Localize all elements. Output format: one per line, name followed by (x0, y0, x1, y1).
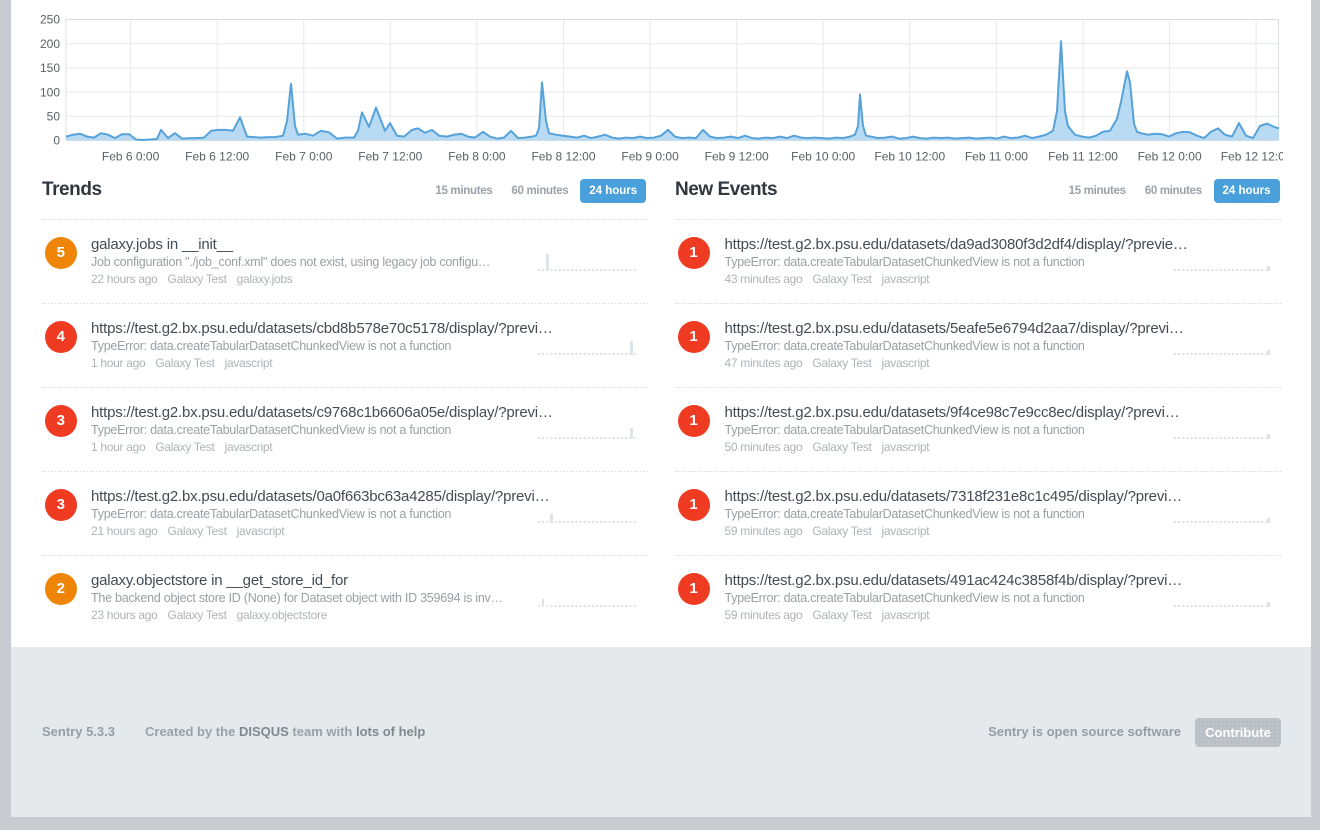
svg-text:Feb 8 12:00: Feb 8 12:00 (531, 150, 595, 164)
svg-text:Feb 11 0:00: Feb 11 0:00 (965, 150, 1028, 164)
svg-text:Feb 12 12:00: Feb 12 12:00 (1221, 150, 1283, 164)
svg-text:Feb 7 0:00: Feb 7 0:00 (275, 150, 333, 164)
svg-text:Feb 8 0:00: Feb 8 0:00 (448, 150, 506, 164)
svg-text:Feb 9 0:00: Feb 9 0:00 (621, 150, 679, 164)
svg-text:Feb 7 12:00: Feb 7 12:00 (358, 150, 422, 164)
svg-text:Feb 10 0:00: Feb 10 0:00 (791, 150, 855, 164)
svg-text:Feb 9 12:00: Feb 9 12:00 (705, 150, 769, 164)
svg-text:Feb 11 12:00: Feb 11 12:00 (1048, 150, 1118, 164)
svg-text:Feb 10 12:00: Feb 10 12:00 (874, 150, 945, 164)
svg-text:Feb 6 0:00: Feb 6 0:00 (102, 150, 160, 164)
svg-text:250: 250 (40, 13, 60, 27)
svg-text:200: 200 (40, 37, 60, 51)
svg-text:50: 50 (47, 110, 61, 124)
svg-text:Feb 6 12:00: Feb 6 12:00 (185, 150, 249, 164)
svg-text:Feb 12 0:00: Feb 12 0:00 (1138, 150, 1202, 164)
svg-text:150: 150 (40, 61, 60, 75)
svg-text:100: 100 (40, 85, 60, 99)
svg-text:0: 0 (53, 134, 60, 148)
